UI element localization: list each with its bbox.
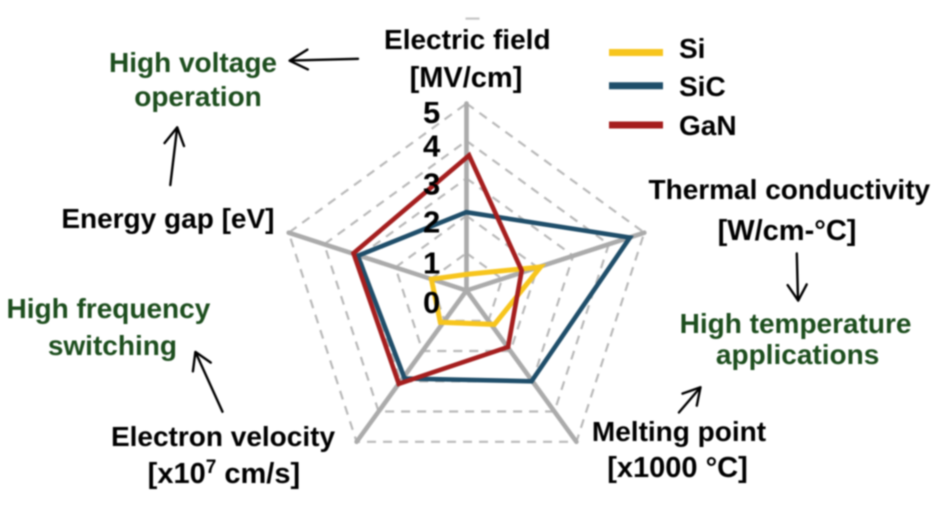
svg-text:High frequency: High frequency [6, 293, 210, 324]
svg-text:Melting point: Melting point [592, 416, 766, 447]
svg-text:[W/cm-°C]: [W/cm-°C] [718, 215, 857, 247]
svg-text:High temperature: High temperature [680, 308, 912, 339]
svg-text:2: 2 [423, 205, 440, 240]
svg-text:3: 3 [423, 166, 440, 201]
svg-text:operation: operation [134, 81, 262, 112]
svg-text:GaN: GaN [679, 110, 737, 141]
svg-text:Electron velocity: Electron velocity [111, 421, 336, 452]
svg-text:Electric field: Electric field [384, 24, 551, 55]
svg-text:switching: switching [48, 330, 177, 361]
svg-text:4: 4 [423, 129, 441, 164]
svg-text:[MV/cm]: [MV/cm] [410, 62, 523, 94]
svg-text:applications: applications [716, 339, 879, 370]
svg-text:5: 5 [423, 95, 440, 130]
svg-text:Energy gap [eV]: Energy gap [eV] [61, 203, 274, 234]
svg-text:[x107 cm/s]: [x107 cm/s] [148, 457, 300, 491]
svg-text:High voltage: High voltage [109, 47, 277, 78]
svg-text:SiC: SiC [679, 71, 726, 102]
svg-text:0: 0 [423, 285, 440, 320]
svg-text:[x1000 °C]: [x1000 °C] [607, 452, 748, 484]
svg-text:Thermal conductivity: Thermal conductivity [648, 174, 930, 205]
svg-text:Si: Si [679, 33, 705, 64]
svg-text:1: 1 [423, 246, 440, 281]
